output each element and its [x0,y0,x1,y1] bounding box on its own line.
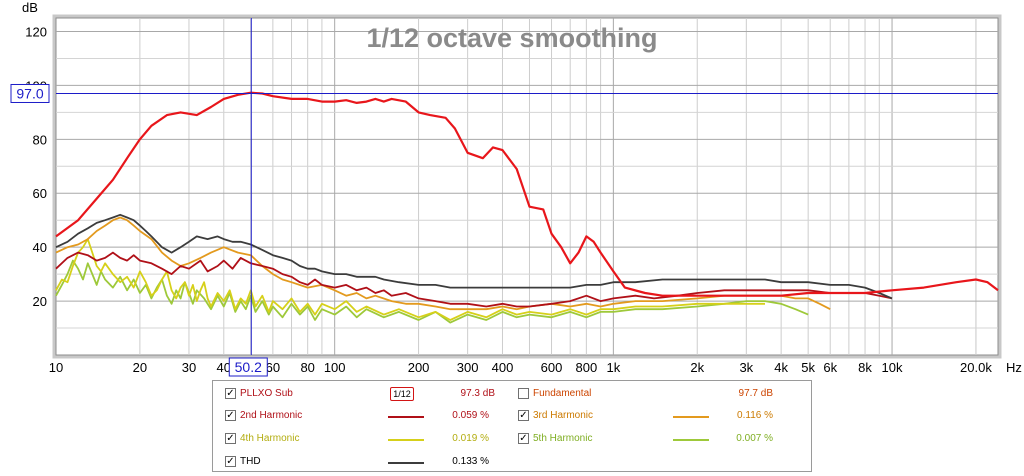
legend-value-fundamental: 97.7 dB [738,388,773,399]
legend-swatch-3rd-harmonic [673,416,709,418]
legend-value-pllxo-sub: 97.3 dB [460,388,495,399]
series-line-h4 [55,238,765,321]
legend-item-2nd-harmonic[interactable]: ✓ 2nd Harmonic 0.059 % [225,408,515,424]
cursor[interactable]: 97.0 50.2 [10,18,998,377]
x-tick-label: 800 [576,360,598,375]
x-tick-label: 6k [823,360,837,375]
legend-swatch-4th-harmonic [388,439,424,441]
legend-label-fundamental: Fundamental [533,388,592,399]
x-tick-label: 3k [739,360,753,375]
cursor-x-readout-box [228,357,268,377]
x-tick-label: 4k [774,360,788,375]
x-tick-label: 300 [457,360,479,375]
x-axis-unit: Hz [1006,360,1022,375]
legend-value-3rd-harmonic: 0.116 % [737,410,773,421]
x-tick-label: 20 [133,360,147,375]
x-axis: 10 20 30 40 60 80 100 200 300 400 600 800 1k 2k 3k 4k 5k… [49,360,993,375]
cursor-y-readout: 97.0 [16,85,43,101]
x-tick-label: 200 [408,360,430,375]
legend-item-fundamental[interactable]: Fundamental 97.7 dB [518,386,808,402]
check-mark-icon: ✓ [226,433,235,444]
check-mark-icon: ✓ [226,456,235,467]
legend-label-pllxo-sub: PLLXO Sub [240,388,293,399]
2nd-harmonic-checkbox[interactable]: ✓ [225,410,236,421]
legend-label-3rd-harmonic: 3rd Harmonic [533,410,594,421]
x-tick-label: 2k [690,360,704,375]
legend-item-thd[interactable]: ✓ THD 0.133 % [225,454,515,470]
legend-panel: ✓ PLLXO Sub 1/12 97.3 dB Fundamental 97.… [212,380,812,472]
check-mark-icon: ✓ [519,410,528,421]
legend-label-4th-harmonic: 4th Harmonic [240,433,300,444]
cursor-y-readout-box [10,83,50,103]
fundamental-checkbox[interactable] [518,388,529,399]
4th-harmonic-checkbox[interactable]: ✓ [225,433,236,444]
series-line-pllxo [55,91,999,297]
x-tick-label: 60 [266,360,280,375]
plot-frame-shadow [52,14,1002,359]
x-tick-label: 80 [300,360,314,375]
legend-swatch-thd [388,462,424,464]
legend-value-5th-harmonic: 0.007 % [736,433,773,444]
y-axis-unit: dB [22,0,38,15]
plot-frame [52,14,1002,359]
y-tick-label: 80 [33,132,47,147]
y-tick-label: 120 [25,24,47,39]
cursor-x-readout: 50.2 [235,359,262,375]
x-tick-label: 20.0k [960,360,992,375]
legend-value-thd: 0.133 % [452,456,489,467]
5th-harmonic-checkbox[interactable]: ✓ [518,433,529,444]
3rd-harmonic-checkbox[interactable]: ✓ [518,410,529,421]
legend-label-2nd-harmonic: 2nd Harmonic [240,410,303,421]
x-tick-label: 30 [182,360,196,375]
legend-value-4th-harmonic: 0.019 % [452,433,489,444]
smoothing-badge[interactable]: 1/12 [390,387,414,401]
y-tick-label: 40 [33,240,47,255]
y-tick-label: 60 [33,186,47,201]
series-lines [55,91,999,324]
x-tick-label: 100 [324,360,346,375]
x-tick-label: 10k [882,360,903,375]
legend-item-4th-harmonic[interactable]: ✓ 4th Harmonic 0.019 % [225,431,515,447]
y-axis: 20406080100120 [25,24,47,309]
thd-checkbox[interactable]: ✓ [225,456,236,467]
x-tick-label: 8k [858,360,872,375]
x-tick-label: 1k [606,360,620,375]
legend-value-2nd-harmonic: 0.059 % [452,410,489,421]
pllxo-sub-checkbox[interactable]: ✓ [225,388,236,399]
y-tick-label: 20 [33,294,47,309]
x-tick-label: 5k [801,360,815,375]
legend-item-3rd-harmonic[interactable]: ✓ 3rd Harmonic 0.116 % [518,408,808,424]
x-tick-label: 40 [217,360,231,375]
check-mark-icon: ✓ [226,388,235,399]
frequency-response-chart[interactable]: 20 40 60 80 100 120 10 20 30 40 60 80 100 200 300 400 6… [0,0,1024,380]
x-tick-label: 10 [49,360,63,375]
legend-swatch-2nd-harmonic [388,416,424,418]
legend-swatch-5th-harmonic [673,439,709,441]
series-line-thd [55,213,893,300]
x-tick-label: 600 [541,360,563,375]
legend-item-5th-harmonic[interactable]: ✓ 5th Harmonic 0.007 % [518,431,808,447]
check-mark-icon: ✓ [226,410,235,421]
legend-label-5th-harmonic: 5th Harmonic [533,433,593,444]
chart-title: 1/12 octave smoothing [366,23,657,53]
x-tick-label: 400 [492,360,514,375]
legend-item-pllxo-sub[interactable]: ✓ PLLXO Sub 1/12 97.3 dB [225,386,515,402]
series-line-h3 [55,216,831,311]
check-mark-icon: ✓ [519,433,528,444]
plot-area [55,17,999,356]
legend-label-thd: THD [240,456,261,467]
